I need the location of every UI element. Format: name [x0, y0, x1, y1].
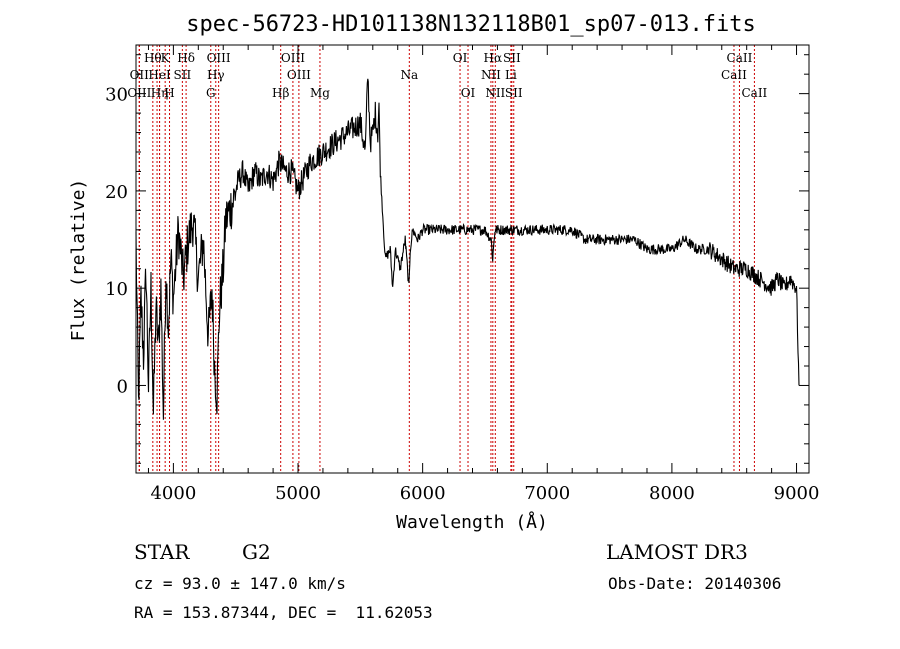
- axis-tick-labels: 4000 5000 6000 7000 8000 9000 0 10 20 30: [105, 85, 819, 504]
- line-marker-label: Hγ: [207, 68, 225, 82]
- axis-ticks: [136, 45, 809, 473]
- line-marker-label: K: [161, 51, 171, 65]
- line-marker-label: Li: [505, 68, 517, 82]
- x-tick-label: 8000: [649, 483, 695, 504]
- x-tick-label: 4000: [150, 483, 196, 504]
- coordinates: RA = 153.87344, DEC = 11.62053: [134, 603, 433, 622]
- line-marker-label: OIII: [281, 51, 305, 65]
- y-tick-label: 0: [117, 376, 128, 397]
- line-marker-label: HeI: [148, 68, 171, 82]
- survey-name: LAMOST DR3: [606, 540, 748, 564]
- x-tick-label: 5000: [275, 483, 321, 504]
- line-marker-label: Mg: [310, 86, 330, 100]
- line-marker-label: OIII: [207, 51, 231, 65]
- line-marker-label: G: [206, 86, 216, 100]
- line-marker-label: CaII: [727, 51, 753, 65]
- line-marker-label: CaII: [721, 68, 747, 82]
- line-marker-label: OI: [461, 86, 476, 100]
- x-axis-label: Wavelength (Å): [396, 511, 548, 533]
- y-tick-label: 20: [105, 182, 128, 203]
- chart-title: spec-56723-HD101138N132118B01_sp07-013.f…: [186, 12, 756, 37]
- object-class: STAR: [134, 540, 190, 564]
- y-tick-label: 30: [105, 85, 128, 106]
- redshift-value: cz = 93.0 ± 147.0 km/s: [134, 574, 346, 593]
- line-marker-label: OI: [453, 51, 468, 65]
- line-marker-label: NII: [485, 86, 505, 100]
- line-marker-label: OIII: [127, 86, 151, 100]
- line-marker-label: OII: [130, 68, 150, 82]
- observation-date: Obs-Date: 20140306: [608, 574, 782, 593]
- y-tick-label: 10: [105, 279, 128, 300]
- line-marker-label: SII: [503, 51, 521, 65]
- line-marker-label: OIII: [287, 68, 311, 82]
- plot-frame: [135, 44, 810, 474]
- line-marker-label: CaII: [741, 86, 767, 100]
- line-marker-label: Hβ: [272, 86, 289, 100]
- emission-line-markers: [138, 45, 755, 473]
- line-marker-label: Hθ: [144, 51, 162, 65]
- line-marker-label: Hδ: [177, 51, 195, 65]
- line-marker-label: NII: [481, 68, 501, 82]
- x-tick-label: 7000: [524, 483, 570, 504]
- x-tick-label: 9000: [774, 483, 820, 504]
- y-axis-label: Flux (relative): [68, 179, 89, 342]
- line-marker-label: Hη: [151, 86, 169, 100]
- line-marker-label: SII: [174, 68, 192, 82]
- line-marker-label: SII: [505, 86, 523, 100]
- line-marker-label: Na: [400, 68, 418, 82]
- emission-line-labels: OIIOIIIHθHeIHηKHSIIHδGHγOIIIHβOIIIOIIIMg…: [127, 51, 767, 100]
- line-marker-label: H: [164, 86, 174, 100]
- x-tick-label: 6000: [400, 483, 446, 504]
- object-subclass: G2: [242, 540, 271, 564]
- line-marker-label: Hα: [484, 51, 503, 65]
- spectrum-line: [135, 78, 800, 420]
